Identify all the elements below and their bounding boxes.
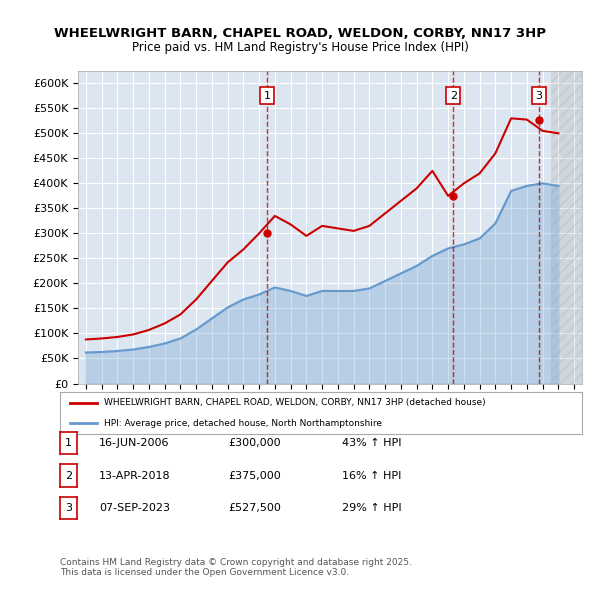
Text: 29% ↑ HPI: 29% ↑ HPI [342, 503, 401, 513]
Text: £300,000: £300,000 [228, 438, 281, 448]
Text: WHEELWRIGHT BARN, CHAPEL ROAD, WELDON, CORBY, NN17 3HP (detached house): WHEELWRIGHT BARN, CHAPEL ROAD, WELDON, C… [104, 398, 486, 407]
Text: 2: 2 [65, 471, 72, 480]
Text: 16% ↑ HPI: 16% ↑ HPI [342, 471, 401, 480]
Text: Contains HM Land Registry data © Crown copyright and database right 2025.
This d: Contains HM Land Registry data © Crown c… [60, 558, 412, 577]
Text: 07-SEP-2023: 07-SEP-2023 [99, 503, 170, 513]
Text: 2: 2 [450, 91, 457, 101]
Text: £375,000: £375,000 [228, 471, 281, 480]
Text: 3: 3 [535, 91, 542, 101]
Text: 16-JUN-2006: 16-JUN-2006 [99, 438, 170, 448]
Text: WHEELWRIGHT BARN, CHAPEL ROAD, WELDON, CORBY, NN17 3HP: WHEELWRIGHT BARN, CHAPEL ROAD, WELDON, C… [54, 27, 546, 40]
Text: 43% ↑ HPI: 43% ↑ HPI [342, 438, 401, 448]
Text: Price paid vs. HM Land Registry's House Price Index (HPI): Price paid vs. HM Land Registry's House … [131, 41, 469, 54]
Text: 1: 1 [263, 91, 271, 101]
Text: £527,500: £527,500 [228, 503, 281, 513]
Text: 13-APR-2018: 13-APR-2018 [99, 471, 170, 480]
Text: HPI: Average price, detached house, North Northamptonshire: HPI: Average price, detached house, Nort… [104, 419, 382, 428]
Text: 3: 3 [65, 503, 72, 513]
Text: 1: 1 [65, 438, 72, 448]
